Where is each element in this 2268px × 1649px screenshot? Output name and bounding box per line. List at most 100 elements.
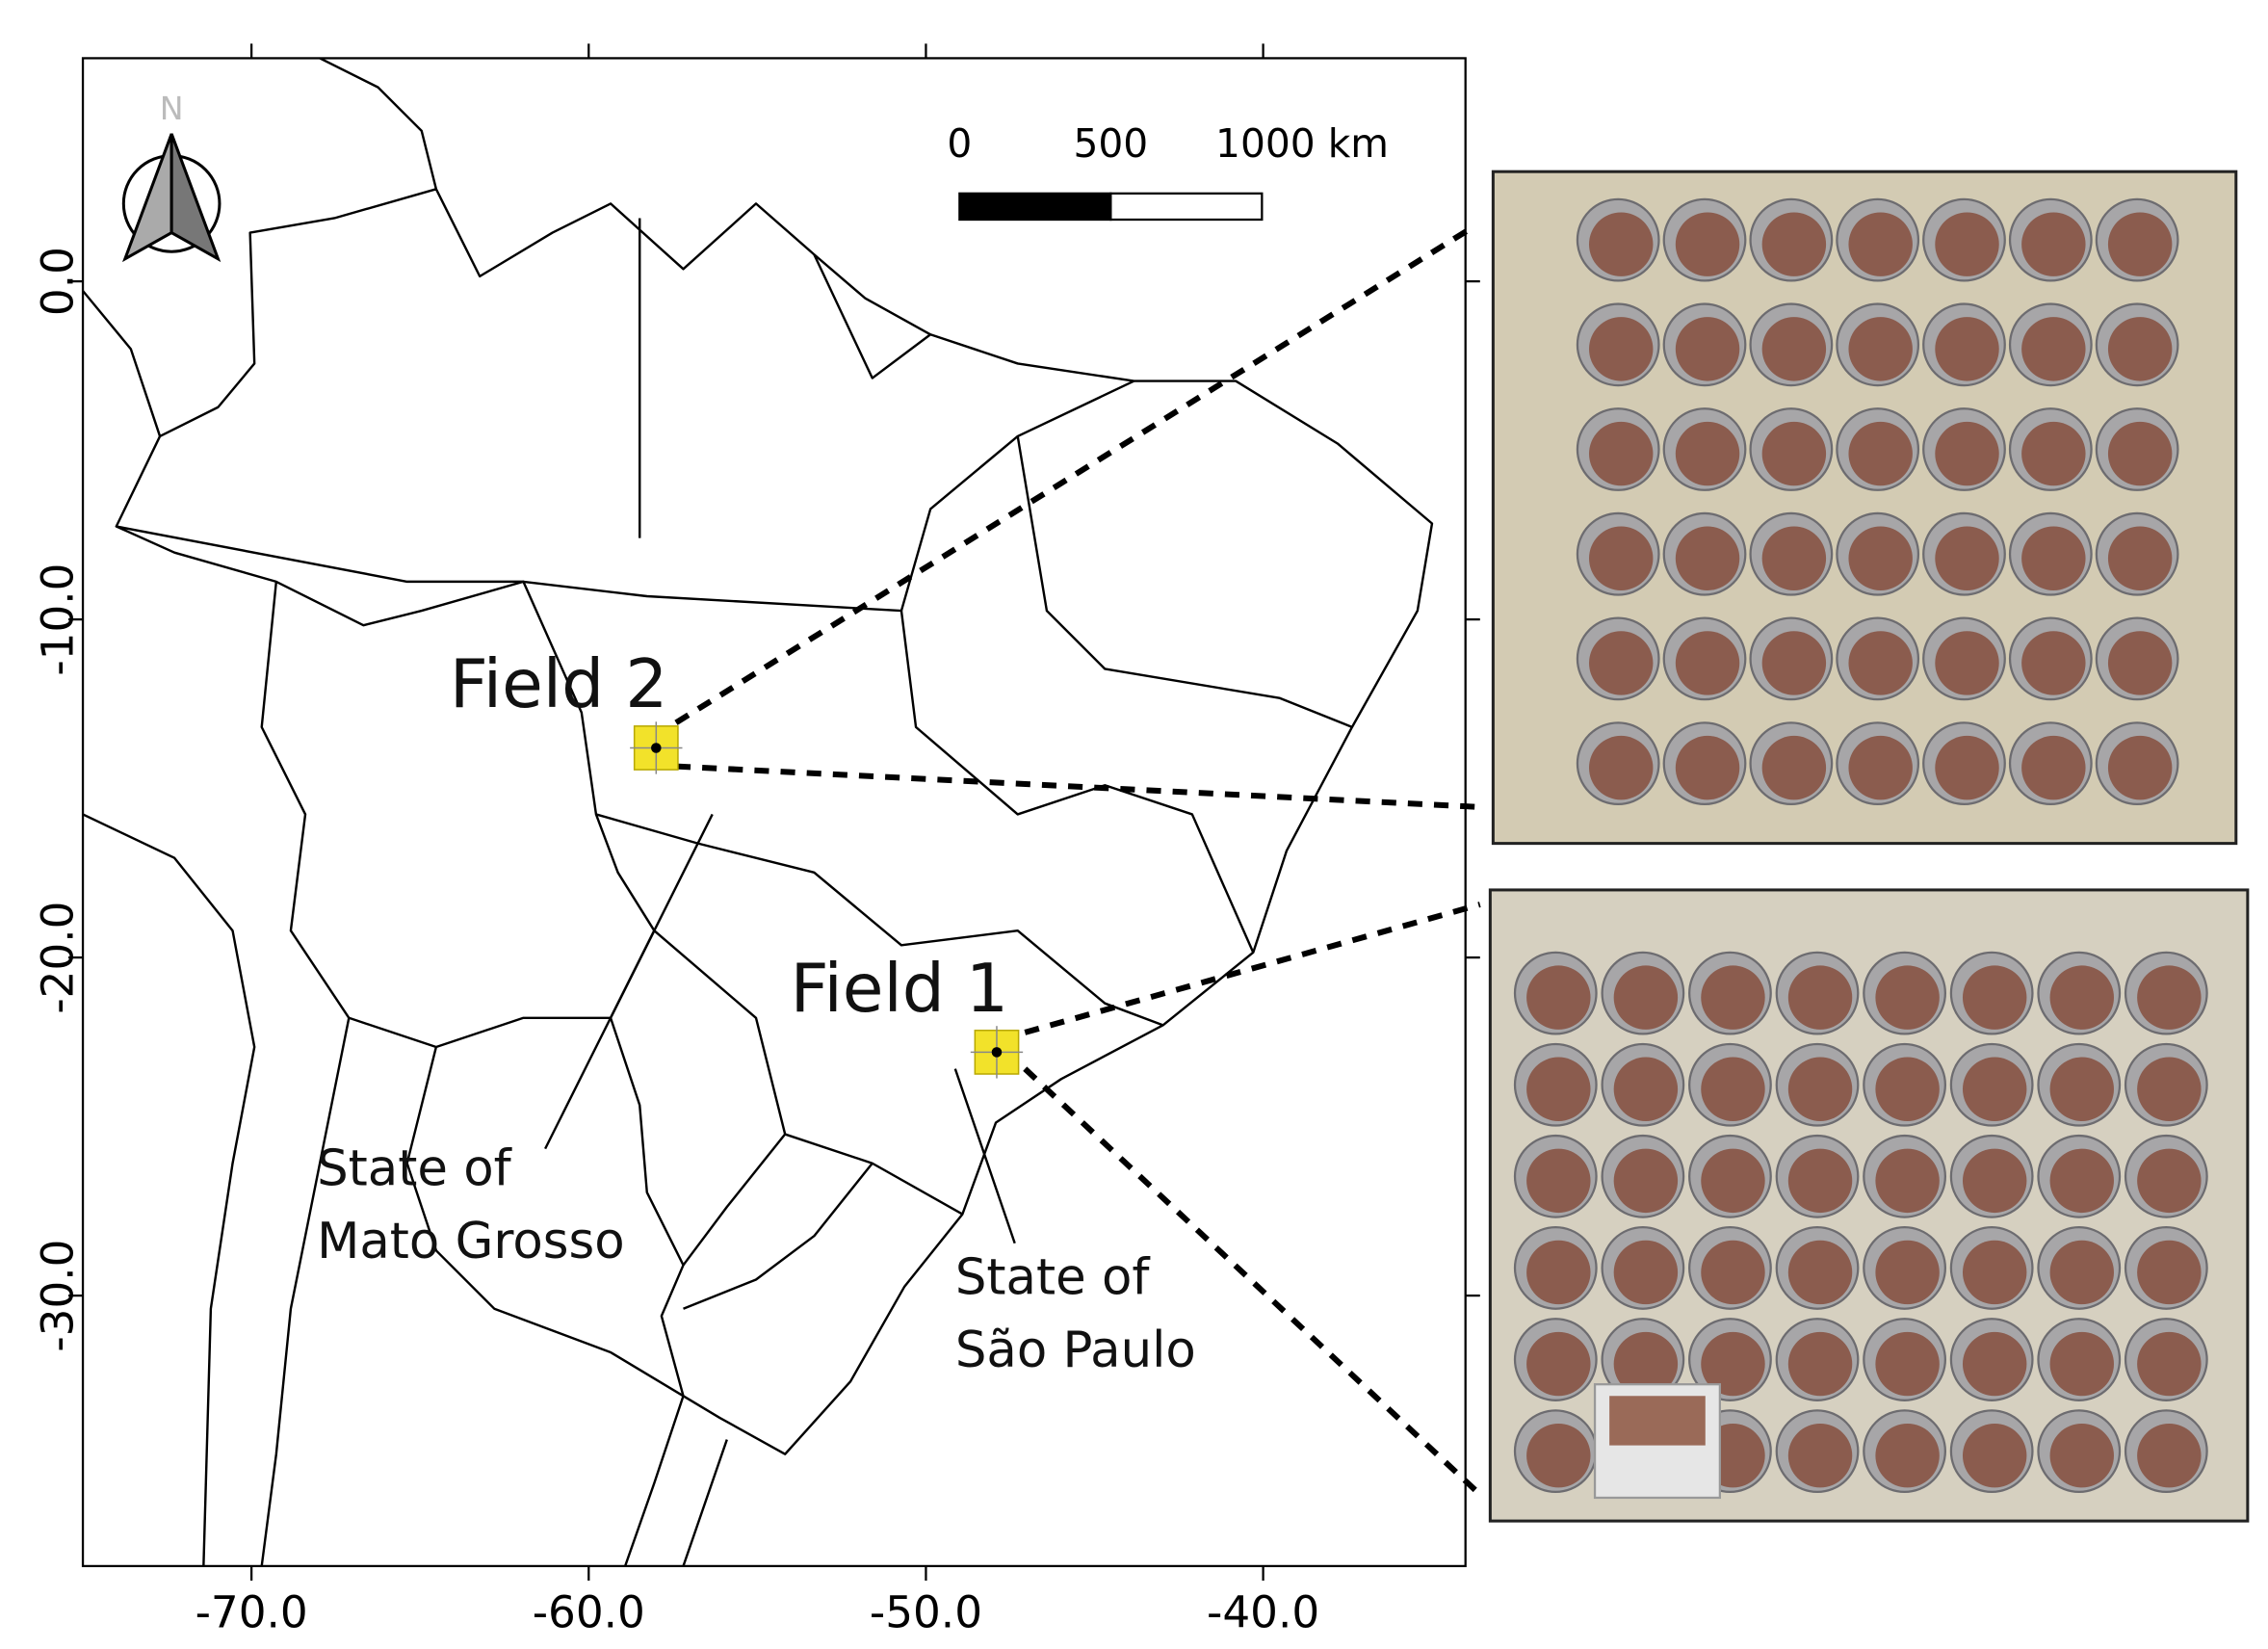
dashed-leaders	[674, 222, 1481, 1493]
state-border	[116, 380, 1135, 613]
sample-soil	[1675, 631, 1740, 695]
callout-line	[544, 813, 714, 1150]
sample-soil	[1526, 965, 1591, 1030]
state-border	[682, 1133, 873, 1310]
north-arrow: N	[121, 90, 222, 263]
sample-soil	[2137, 1331, 2202, 1397]
sample-soil	[2107, 735, 2173, 800]
sample-soil	[1848, 317, 1913, 381]
country-border	[260, 581, 612, 1049]
sample-soil	[2137, 1423, 2202, 1488]
sample-soil	[2049, 965, 2114, 1030]
scale-label: 1000 km	[1215, 120, 1389, 167]
north-arrow-right	[169, 133, 222, 263]
map-frame	[81, 57, 1467, 1568]
sample-soil	[1701, 1331, 1765, 1397]
sample-soil	[2049, 1148, 2114, 1214]
sample-soil	[1875, 1331, 1940, 1397]
country-border	[83, 58, 438, 437]
sample-soil	[1848, 631, 1913, 695]
scale-label: 0	[947, 120, 972, 167]
scale-segment	[958, 192, 1112, 222]
sample-soil	[1589, 735, 1654, 800]
foil-soil	[1609, 1396, 1706, 1446]
state-border	[1016, 435, 1353, 728]
sample-soil	[1589, 421, 1654, 486]
sample-soil	[1675, 421, 1740, 486]
x-tick-label: -60.0	[533, 1586, 645, 1637]
sample-soil	[2049, 1423, 2114, 1488]
y-tick-label: -20.0	[32, 902, 83, 1014]
sample-soil	[1962, 965, 2027, 1030]
sample-soil	[1761, 526, 1827, 590]
sample-soil	[1675, 317, 1740, 381]
sample-soil	[1526, 1331, 1591, 1397]
sample-soil	[2107, 421, 2173, 486]
country-border	[623, 1395, 728, 1566]
y-tick-label: -10.0	[32, 563, 83, 676]
sample-rings	[1513, 197, 2208, 1500]
state-label: Mato Grosso	[317, 1213, 625, 1270]
sample-soil	[1962, 1331, 2027, 1397]
leader-line	[675, 763, 1480, 810]
state-label: State of	[317, 1139, 513, 1197]
sample-soil	[1787, 965, 1853, 1030]
sample-soil	[1675, 735, 1740, 800]
sample-soil	[2021, 421, 2086, 486]
sample-soil	[1613, 1240, 1679, 1305]
sample-soil	[1701, 1240, 1765, 1305]
sample-soil	[1701, 1057, 1765, 1121]
sample-soil	[2049, 1057, 2114, 1121]
brazil-outline	[115, 188, 1434, 1455]
sample-soil	[1761, 212, 1827, 276]
state-border	[899, 610, 1255, 954]
sample-soil	[1935, 735, 1999, 800]
sample-soil	[1613, 1148, 1679, 1214]
sample-soil	[1613, 965, 1679, 1030]
sample-soil	[1875, 1240, 1940, 1305]
sample-soil	[1526, 1057, 1591, 1121]
scale-label: 500	[1073, 120, 1148, 167]
sample-soil	[2049, 1331, 2114, 1397]
country-border	[260, 1017, 685, 1566]
x-tick-label: -40.0	[1207, 1586, 1319, 1637]
sample-soil	[1761, 735, 1827, 800]
y-tick-label: -30.0	[32, 1240, 83, 1352]
sample-soil	[1526, 1240, 1591, 1305]
sample-soil	[1526, 1423, 1591, 1488]
sample-soil	[1787, 1240, 1853, 1305]
sample-soil	[2107, 526, 2173, 590]
sample-soil	[2137, 1057, 2202, 1121]
sample-soil	[2049, 1240, 2114, 1305]
sample-soil	[1787, 1423, 1853, 1488]
sample-soil	[1589, 526, 1654, 590]
sample-soil	[1935, 212, 1999, 276]
scale-segment	[1109, 192, 1264, 222]
sample-soil	[1761, 421, 1827, 486]
north-label: N	[160, 90, 184, 127]
sample-soil	[1701, 965, 1765, 1030]
sample-soil	[2107, 212, 2173, 276]
y-tick-label: 0.0	[32, 247, 83, 316]
field-point	[991, 1047, 1003, 1058]
leader-line	[1024, 902, 1481, 1035]
sample-soil	[1761, 317, 1827, 381]
sample-soil	[1589, 212, 1654, 276]
sample-soil	[1787, 1331, 1853, 1397]
sample-soil	[1848, 526, 1913, 590]
sample-soil	[1675, 212, 1740, 276]
sample-soil	[1962, 1240, 2027, 1305]
x-tick-label: -50.0	[870, 1586, 982, 1637]
sample-soil	[1935, 317, 1999, 381]
sample-soil	[2107, 631, 2173, 695]
sample-soil	[1848, 735, 1913, 800]
sample-soil	[2107, 317, 2173, 381]
field-label: Field 2	[450, 646, 668, 723]
sample-soil	[1962, 1423, 2027, 1488]
sample-soil	[1526, 1148, 1591, 1214]
sample-soil	[1787, 1057, 1853, 1121]
sample-soil	[2021, 317, 2086, 381]
sample-soil	[1613, 1331, 1679, 1397]
state-label: São Paulo	[955, 1322, 1196, 1379]
sample-soil	[1935, 421, 1999, 486]
